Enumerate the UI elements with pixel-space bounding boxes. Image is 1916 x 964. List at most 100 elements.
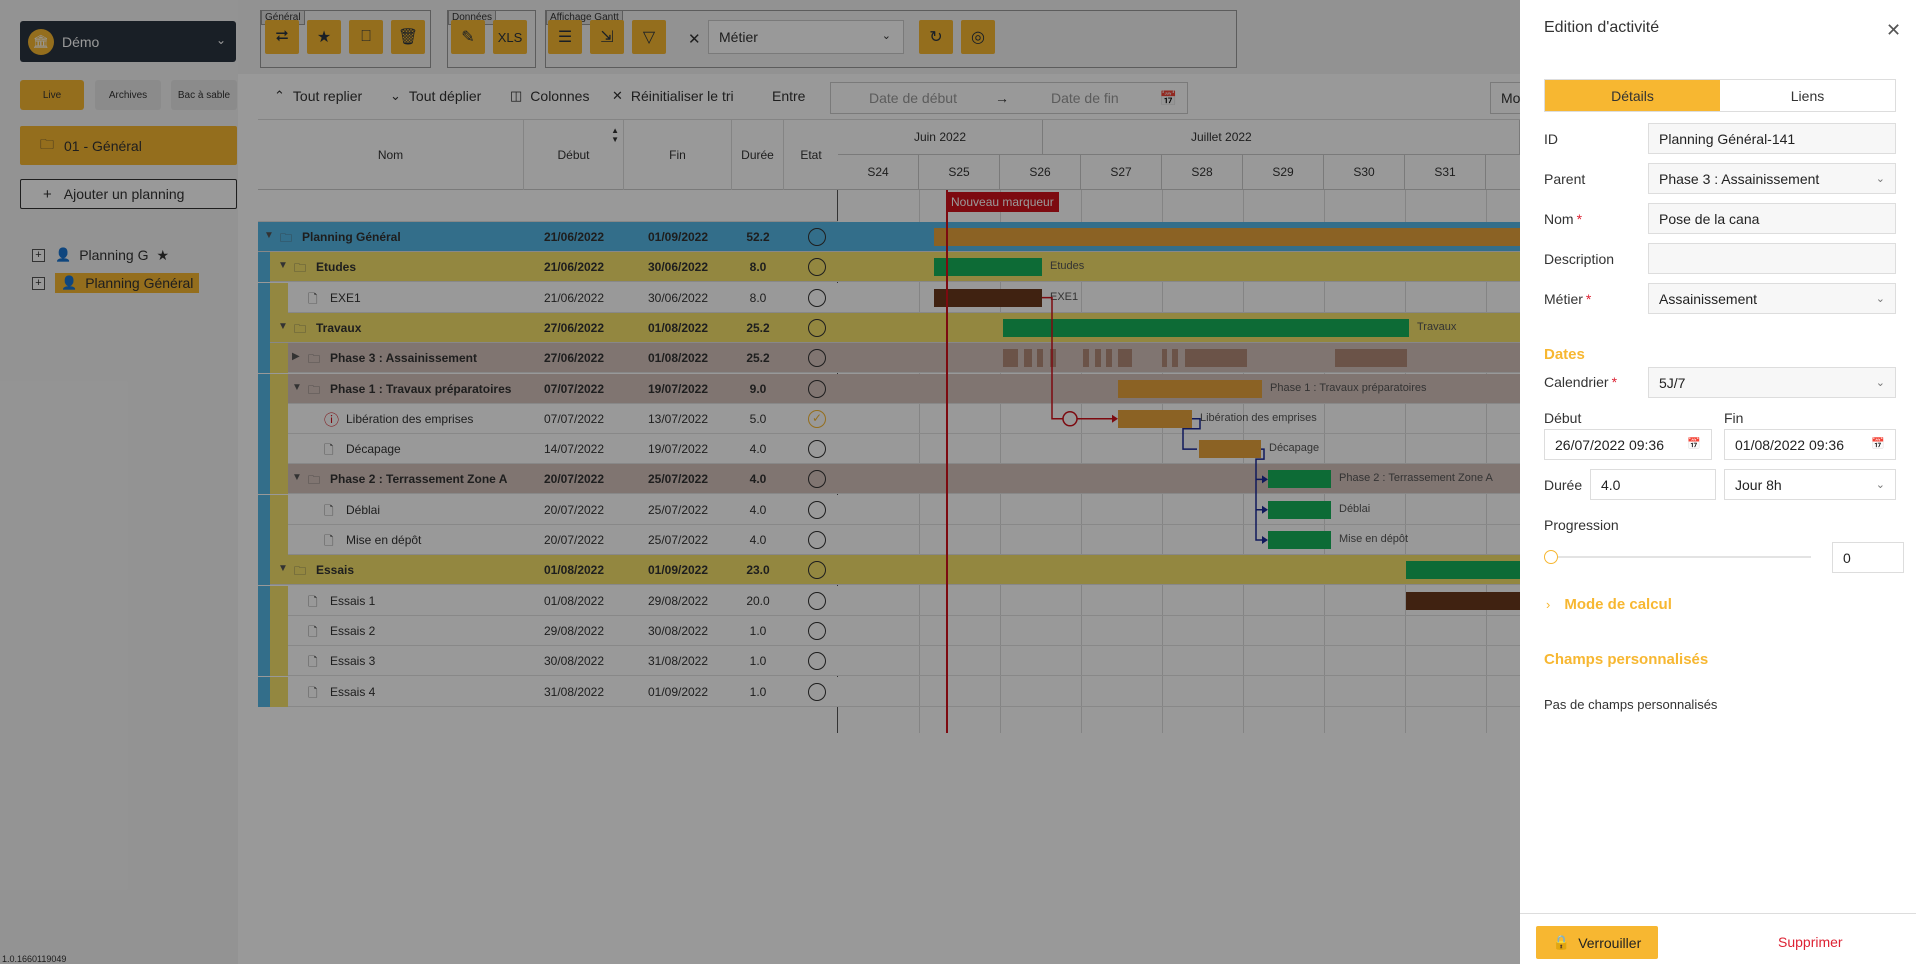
gantt-bar[interactable] — [1199, 440, 1261, 459]
delete-button[interactable]: 🗑 — [391, 20, 425, 54]
table-row[interactable]: 🗋 Essais 4 31/08/2022 01/09/2022 1.0 — [258, 676, 838, 707]
rename-button[interactable]: ⎕ — [349, 20, 383, 54]
calendrier-select[interactable]: 5J/7 ⌄ — [1648, 367, 1896, 398]
table-row[interactable]: ▼ 🗀 Etudes 21/06/2022 30/06/2022 8.0 — [258, 252, 838, 283]
gantt-bar[interactable] — [1268, 500, 1331, 519]
collapse-toggle-icon[interactable]: ▼ — [292, 472, 302, 484]
table-row[interactable]: ⓘ Libération des emprises 07/07/2022 13/07/… — [258, 403, 838, 434]
mode-archives[interactable]: Archives — [95, 80, 161, 110]
org-selector[interactable]: 🏛 Démo ⌄ — [20, 21, 236, 62]
gantt-bar-segment[interactable] — [1162, 349, 1167, 368]
gantt-bar[interactable] — [1268, 470, 1331, 489]
gantt-bar-segment[interactable] — [1050, 349, 1056, 368]
expand-icon[interactable]: + — [32, 276, 45, 290]
duree-field[interactable]: 4.0 — [1590, 469, 1716, 500]
lock-button[interactable]: 🔒 Verrouiller — [1536, 926, 1658, 959]
table-row[interactable]: 🗋 Mise en dépôt 20/07/2022 25/07/2022 4.0 — [258, 525, 838, 555]
nom-field[interactable]: Pose de la cana — [1648, 203, 1896, 234]
parent-select[interactable]: Phase 3 : Assainissement ⌄ — [1648, 163, 1896, 194]
table-row[interactable]: ▼ 🗀 Travaux 27/06/2022 01/08/2022 25.2 — [258, 312, 838, 343]
group-by-select[interactable]: Métier ⌄ — [708, 20, 904, 54]
status-icon[interactable] — [808, 288, 826, 307]
gantt-bar[interactable] — [1118, 379, 1262, 398]
table-row[interactable]: ▶ 🗀 Phase 3 : Assainissement 27/06/2022 01/0… — [258, 343, 838, 374]
status-icon[interactable] — [808, 682, 826, 701]
metier-select[interactable]: Assainissement ⌄ — [1648, 283, 1896, 314]
gantt-bar-segment[interactable] — [1024, 349, 1032, 368]
reset-sort-button[interactable]: ✕ Réinitialiser le tri — [612, 88, 734, 104]
status-icon[interactable]: ✓ — [808, 409, 826, 428]
col-etat[interactable]: Etat — [784, 120, 838, 190]
table-row[interactable]: ▼ 🗀 Phase 1 : Travaux préparatoires 07/07/2… — [258, 373, 838, 404]
mode-calcul-toggle[interactable]: › Mode de calcul — [1546, 596, 1672, 613]
table-row[interactable]: 🗋 Essais 2 29/08/2022 30/08/2022 1.0 — [258, 615, 838, 646]
table-row[interactable]: ▼ 🗀 Planning Général 21/06/2022 01/09/2022 52… — [258, 222, 838, 252]
expand-icon[interactable]: + — [32, 248, 45, 262]
status-icon[interactable] — [808, 318, 826, 337]
duree-unit-select[interactable]: Jour 8h ⌄ — [1724, 469, 1896, 500]
table-row[interactable]: 🗋 Essais 1 01/08/2022 29/08/2022 20.0 — [258, 585, 838, 616]
status-icon[interactable] — [808, 258, 826, 277]
xls-button[interactable]: XLS — [493, 20, 527, 54]
gantt-bar-segment[interactable] — [1172, 349, 1178, 368]
status-icon[interactable] — [808, 228, 826, 246]
status-icon[interactable] — [808, 621, 826, 640]
filter-button[interactable]: ▽ — [632, 20, 666, 54]
tab-links[interactable]: Liens — [1720, 80, 1895, 111]
table-row[interactable]: 🗋 Essais 3 30/08/2022 31/08/2022 1.0 — [258, 646, 838, 677]
hierarchy-button[interactable]: ⇲ — [590, 20, 624, 54]
gantt-bar-segment[interactable] — [1118, 349, 1132, 368]
gantt-bar-segment[interactable] — [1037, 349, 1043, 368]
refresh-button[interactable]: ↻ — [919, 20, 953, 54]
tree-item-planning-general[interactable]: + 👤 Planning Général — [32, 272, 200, 294]
gantt-bar[interactable] — [934, 288, 1042, 307]
progress-slider-handle[interactable] — [1544, 550, 1558, 564]
gantt-bar-segment[interactable] — [1095, 349, 1101, 368]
col-debut[interactable]: Début ▲ ▼ — [524, 120, 624, 190]
status-icon[interactable] — [808, 470, 826, 489]
gantt-bar-segment[interactable] — [1335, 349, 1407, 368]
collapse-toggle-icon[interactable]: ▼ — [278, 320, 288, 332]
collapse-toggle-icon[interactable]: ▼ — [278, 563, 288, 575]
status-icon[interactable] — [808, 500, 826, 519]
gantt-bar-segment[interactable] — [1106, 349, 1112, 368]
table-row[interactable]: 🗋 EXE1 21/06/2022 30/06/2022 8.0 — [258, 282, 838, 313]
collapse-all-button[interactable]: ⌃ Tout replier — [274, 88, 362, 104]
columns-button[interactable]: ◫ Colonnes — [510, 88, 589, 104]
gantt-bar-segment[interactable] — [1083, 349, 1089, 368]
table-row[interactable]: ▼ 🗀 Essais 01/08/2022 01/09/2022 23.0 — [258, 555, 838, 586]
gantt-bar[interactable] — [934, 258, 1042, 277]
fin-date-field[interactable]: 01/08/2022 09:36 📅 — [1724, 429, 1896, 460]
gantt-bar[interactable] — [1406, 561, 1520, 580]
gantt-bar[interactable] — [934, 228, 1520, 246]
description-field[interactable] — [1648, 243, 1896, 274]
share-button[interactable]: ⮂ — [265, 20, 299, 54]
gantt-bar[interactable] — [1003, 318, 1409, 337]
clear-icon[interactable]: ✕ — [688, 31, 701, 48]
progress-slider-track[interactable] — [1544, 556, 1811, 558]
edit-button[interactable]: ✎ — [451, 20, 485, 54]
status-icon[interactable] — [808, 349, 826, 368]
col-duree[interactable]: Durée — [732, 120, 784, 190]
col-fin[interactable]: Fin — [624, 120, 732, 190]
status-icon[interactable] — [808, 531, 826, 549]
expand-toggle-icon[interactable]: ▶ — [292, 351, 300, 363]
status-icon[interactable] — [808, 652, 826, 671]
table-row[interactable]: ▼ 🗀 Phase 2 : Terrassement Zone A 20/07/202… — [258, 464, 838, 495]
delete-activity-button[interactable]: Supprimer — [1778, 934, 1843, 950]
status-icon[interactable] — [808, 379, 826, 398]
gantt-bar-segment[interactable] — [1185, 349, 1247, 368]
folder-item[interactable]: 🗀 01 - Général — [20, 126, 237, 165]
collapse-toggle-icon[interactable]: ▼ — [278, 260, 288, 272]
table-row[interactable]: 🗋 Déblai 20/07/2022 25/07/2022 4.0 — [258, 494, 838, 525]
marker-line[interactable] — [946, 190, 948, 733]
settings-sliders-button[interactable]: ☰ — [548, 20, 582, 54]
progress-field[interactable]: 0 — [1832, 542, 1904, 573]
id-field[interactable]: Planning Général-141 — [1648, 123, 1896, 154]
date-range-input[interactable]: Date de début → Date de fin 📅 — [830, 82, 1188, 114]
col-nom[interactable]: Nom — [258, 120, 524, 190]
gantt-bar-segment[interactable] — [1003, 349, 1018, 368]
tab-details[interactable]: Détails — [1545, 80, 1720, 111]
gantt-bar[interactable] — [1406, 591, 1520, 610]
gantt-bar[interactable] — [1118, 409, 1192, 428]
